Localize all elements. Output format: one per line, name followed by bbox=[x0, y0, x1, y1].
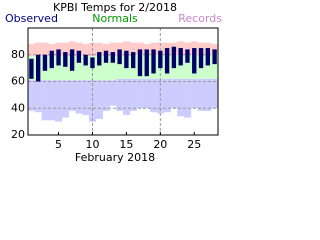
record-low-band bbox=[95, 80, 103, 119]
record-high-band bbox=[48, 44, 56, 57]
normal-band bbox=[184, 54, 192, 79]
x-tick-label: 15 bbox=[119, 138, 133, 151]
normal-band bbox=[75, 56, 83, 81]
record-high-band bbox=[123, 41, 131, 57]
observed-bar bbox=[29, 58, 34, 79]
record-high-band bbox=[28, 44, 36, 57]
record-low-band bbox=[177, 78, 185, 117]
observed-bar bbox=[49, 50, 54, 69]
chart: KPBI Temps for 2/2018 February 2018 20 40… bbox=[5, 1, 222, 164]
record-high-band bbox=[82, 44, 90, 57]
record-high-band bbox=[129, 42, 137, 55]
observed-bar bbox=[124, 50, 129, 69]
record-low-band bbox=[28, 80, 36, 111]
record-low-band bbox=[170, 78, 178, 109]
observed-bar bbox=[205, 48, 210, 66]
y-tick-label: 60 bbox=[11, 75, 25, 88]
legend-entry: Normals bbox=[92, 12, 138, 25]
normal-band bbox=[82, 56, 90, 81]
record-low-band bbox=[102, 80, 110, 111]
record-low-band bbox=[156, 78, 165, 114]
normal-band bbox=[109, 56, 117, 81]
record-high-band bbox=[68, 41, 76, 57]
record-low-band bbox=[34, 80, 42, 113]
record-high-band bbox=[102, 44, 110, 57]
record-low-band bbox=[68, 80, 76, 111]
record-low-band bbox=[150, 78, 158, 113]
record-low-band bbox=[123, 78, 131, 115]
record-low-band bbox=[129, 78, 137, 111]
x-axis-label: February 2018 bbox=[75, 151, 155, 164]
observed-bar bbox=[76, 50, 82, 63]
record-low-band bbox=[75, 80, 83, 114]
record-high-band bbox=[136, 42, 144, 55]
record-low-band bbox=[136, 78, 144, 109]
observed-bar bbox=[171, 46, 177, 69]
record-high-band bbox=[184, 42, 192, 55]
record-low-band bbox=[197, 78, 205, 111]
observed-bar bbox=[56, 49, 61, 66]
record-high-band bbox=[150, 42, 158, 55]
record-high-band bbox=[34, 42, 42, 57]
y-tick-label: 80 bbox=[11, 48, 25, 61]
observed-bar bbox=[144, 49, 149, 77]
chart-title: KPBI Temps for 2/2018 bbox=[53, 1, 177, 14]
record-low-band bbox=[143, 78, 151, 109]
normal-band bbox=[61, 56, 70, 81]
observed-bar bbox=[90, 57, 95, 69]
record-low-band bbox=[82, 80, 90, 115]
record-high-band bbox=[95, 42, 103, 57]
record-low-band bbox=[116, 78, 124, 111]
normal-band bbox=[204, 54, 212, 79]
normal-band bbox=[116, 56, 124, 79]
x-tick-label: 5 bbox=[55, 138, 62, 151]
observed-bar bbox=[164, 48, 170, 74]
observed-bar bbox=[117, 49, 122, 65]
y-tick-label: 40 bbox=[11, 101, 25, 114]
record-low-band bbox=[61, 80, 70, 118]
normal-band bbox=[211, 54, 219, 79]
normal-band bbox=[177, 54, 185, 79]
observed-bar bbox=[69, 49, 75, 71]
observed-bar bbox=[103, 50, 109, 63]
record-high-band bbox=[109, 42, 117, 57]
record-low-band bbox=[41, 80, 49, 121]
x-tick-label: 10 bbox=[85, 138, 99, 151]
observed-bar bbox=[110, 52, 115, 63]
observed-bar bbox=[36, 54, 41, 82]
legend-entry: Records bbox=[178, 12, 222, 25]
observed-bar bbox=[83, 54, 88, 66]
observed-bar bbox=[158, 50, 163, 69]
record-low-band bbox=[48, 80, 56, 121]
observed-bar bbox=[185, 49, 190, 63]
normal-band bbox=[95, 56, 103, 81]
normal-band bbox=[102, 56, 110, 81]
record-low-band bbox=[163, 78, 171, 113]
record-low-band bbox=[109, 80, 117, 106]
record-low-band bbox=[55, 80, 63, 122]
record-low-band bbox=[184, 78, 192, 118]
observed-bar bbox=[178, 48, 183, 66]
record-high-band bbox=[75, 42, 83, 57]
normal-band bbox=[55, 56, 63, 81]
record-low-band bbox=[190, 78, 198, 109]
legend-entry: Observed bbox=[5, 12, 58, 25]
observed-bar bbox=[63, 52, 68, 67]
observed-bar bbox=[198, 48, 204, 69]
record-high-band bbox=[61, 42, 70, 57]
observed-bar bbox=[42, 54, 48, 71]
plot-frame bbox=[27, 27, 219, 136]
observed-bar bbox=[137, 49, 143, 77]
observed-bar bbox=[192, 48, 197, 74]
observed-bar bbox=[131, 52, 136, 69]
observed-bar bbox=[212, 49, 217, 65]
y-tick-label: 20 bbox=[11, 128, 25, 141]
x-tick-label: 20 bbox=[153, 138, 167, 151]
x-tick-label: 25 bbox=[187, 138, 201, 151]
record-low-band bbox=[211, 78, 219, 109]
record-low-band bbox=[204, 78, 212, 111]
observed-bar bbox=[151, 49, 156, 74]
record-high-band bbox=[41, 42, 49, 57]
observed-bar bbox=[97, 52, 102, 66]
